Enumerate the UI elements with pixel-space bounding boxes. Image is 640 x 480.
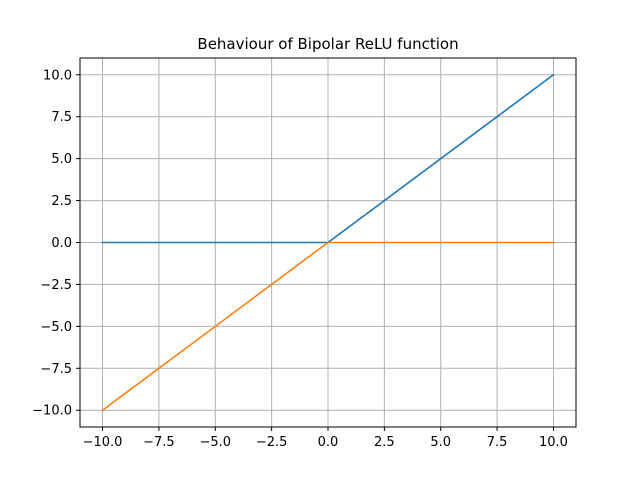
y-tick-label: 0.0 <box>51 236 72 251</box>
ticks: −10.0 −7.5 −5.0 −2.5 0.0 2.5 5.0 7.5 10.0 −10.0 −7… <box>32 68 568 450</box>
x-tick-label: −2.5 <box>256 435 288 450</box>
y-tick-label: −5.0 <box>40 320 72 335</box>
y-tick-label: 7.5 <box>51 110 72 125</box>
x-tick-label: 0.0 <box>318 435 339 450</box>
chart-title: Behaviour of Bipolar ReLU function <box>197 35 458 53</box>
y-tick-label: −2.5 <box>40 278 72 293</box>
x-tick-label: −7.5 <box>143 435 175 450</box>
y-tick-label: 5.0 <box>51 152 72 167</box>
x-tick-label: 5.0 <box>430 435 451 450</box>
y-tick-label: 2.5 <box>51 194 72 209</box>
series-layer <box>101 73 555 412</box>
x-tick-label: 10.0 <box>539 435 568 450</box>
y-tick-label: 10.0 <box>43 68 72 83</box>
y-tick-label: −7.5 <box>40 362 72 377</box>
x-tick-label: 7.5 <box>487 435 508 450</box>
y-tick-label: −10.0 <box>32 404 72 419</box>
x-tick-label: −5.0 <box>199 435 231 450</box>
x-tick-label: 2.5 <box>374 435 395 450</box>
series-line-2 <box>101 241 555 412</box>
x-tick-label: −10.0 <box>83 435 123 450</box>
